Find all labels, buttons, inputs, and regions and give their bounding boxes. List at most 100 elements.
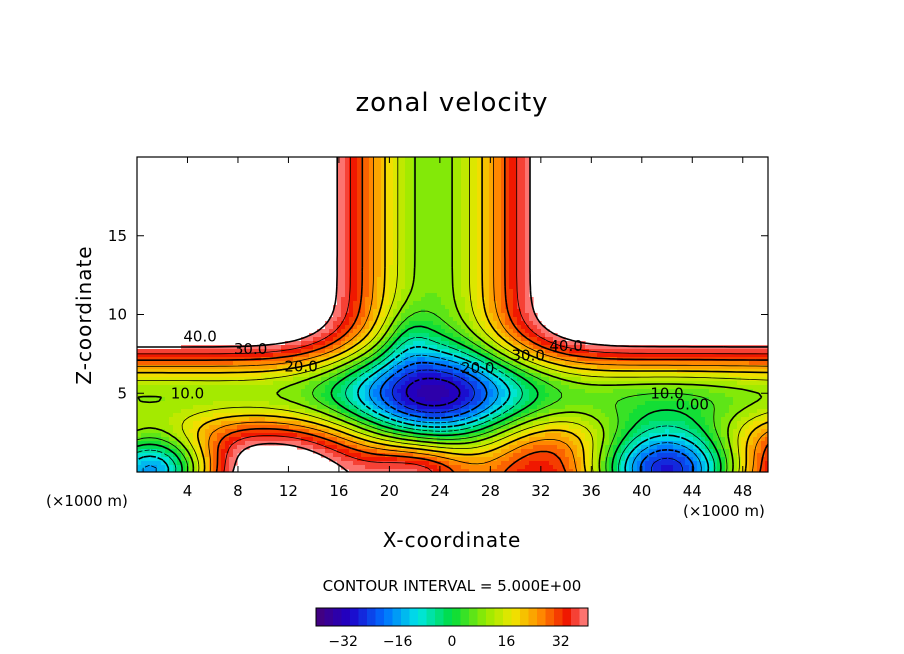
field-cell [369,281,374,286]
field-cell [625,361,630,366]
field-cell [389,333,394,338]
field-cell [309,389,314,394]
field-cell [429,281,434,286]
field-cell [761,361,766,366]
field-cell [689,361,694,366]
field-cell [325,365,330,370]
field-cell [425,205,430,210]
field-cell [313,353,318,358]
field-cell [225,385,230,390]
field-cell [377,321,382,326]
field-cell [653,377,658,382]
field-cell [497,401,502,406]
field-cell [509,281,514,286]
field-cell [389,325,394,330]
field-cell [529,393,534,398]
field-cell [345,325,350,330]
field-cell [405,161,410,166]
field-cell [429,373,434,378]
field-cell [273,345,278,350]
field-cell [469,285,474,290]
field-cell [465,173,470,178]
field-cell [509,161,514,166]
field-cell [401,369,406,374]
field-cell [377,237,382,242]
field-cell [273,373,278,378]
field-cell [445,353,450,358]
field-cell [281,389,286,394]
field-cell [421,301,426,306]
field-cell [293,369,298,374]
field-cell [401,249,406,254]
field-cell [377,193,382,198]
field-cell [365,297,370,302]
field-cell [201,409,206,414]
field-cell [757,365,762,370]
field-cell [425,257,430,262]
field-cell [389,309,394,314]
field-cell [605,401,610,406]
field-cell [485,333,490,338]
field-cell [501,265,506,270]
field-cell [489,205,494,210]
field-cell [365,269,370,274]
field-cell [381,357,386,362]
field-cell [157,361,162,366]
field-cell [401,177,406,182]
field-cell [385,293,390,298]
field-cell [369,357,374,362]
field-cell [369,309,374,314]
field-cell [513,269,518,274]
field-cell [313,393,318,398]
field-cell [337,353,342,358]
field-cell [329,381,334,386]
field-cell [245,381,250,386]
field-cell [353,169,358,174]
field-cell [541,389,546,394]
field-cell [453,269,458,274]
field-cell [517,265,522,270]
field-cell [437,405,442,410]
field-cell [737,385,742,390]
field-cell [437,209,442,214]
field-cell [409,401,414,406]
field-cell [681,365,686,370]
field-cell [389,225,394,230]
field-cell [341,357,346,362]
field-cell [493,197,498,202]
field-cell [429,409,434,414]
field-cell [485,385,490,390]
field-cell [509,201,514,206]
field-cell [433,157,438,162]
field-cell [517,205,522,210]
field-cell [565,409,570,414]
field-cell [673,353,678,358]
field-cell [425,329,430,334]
field-cell [489,361,494,366]
field-cell [497,381,502,386]
field-cell [609,345,614,350]
field-cell [481,405,486,410]
field-cell [425,265,430,270]
field-cell [533,389,538,394]
field-cell [725,365,730,370]
field-cell [669,397,674,402]
field-cell [629,377,634,382]
field-cell [281,353,286,358]
field-cell [525,177,530,182]
field-cell [385,241,390,246]
field-cell [505,169,510,174]
field-cell [169,393,174,398]
field-cell [413,273,418,278]
field-cell [149,373,154,378]
field-cell [401,189,406,194]
field-cell [681,361,686,366]
field-cell [365,325,370,330]
field-cell [517,285,522,290]
field-cell [461,225,466,230]
field-cell [349,269,354,274]
field-cell [513,349,518,354]
field-cell [189,357,194,362]
field-cell [161,389,166,394]
field-cell [453,201,458,206]
